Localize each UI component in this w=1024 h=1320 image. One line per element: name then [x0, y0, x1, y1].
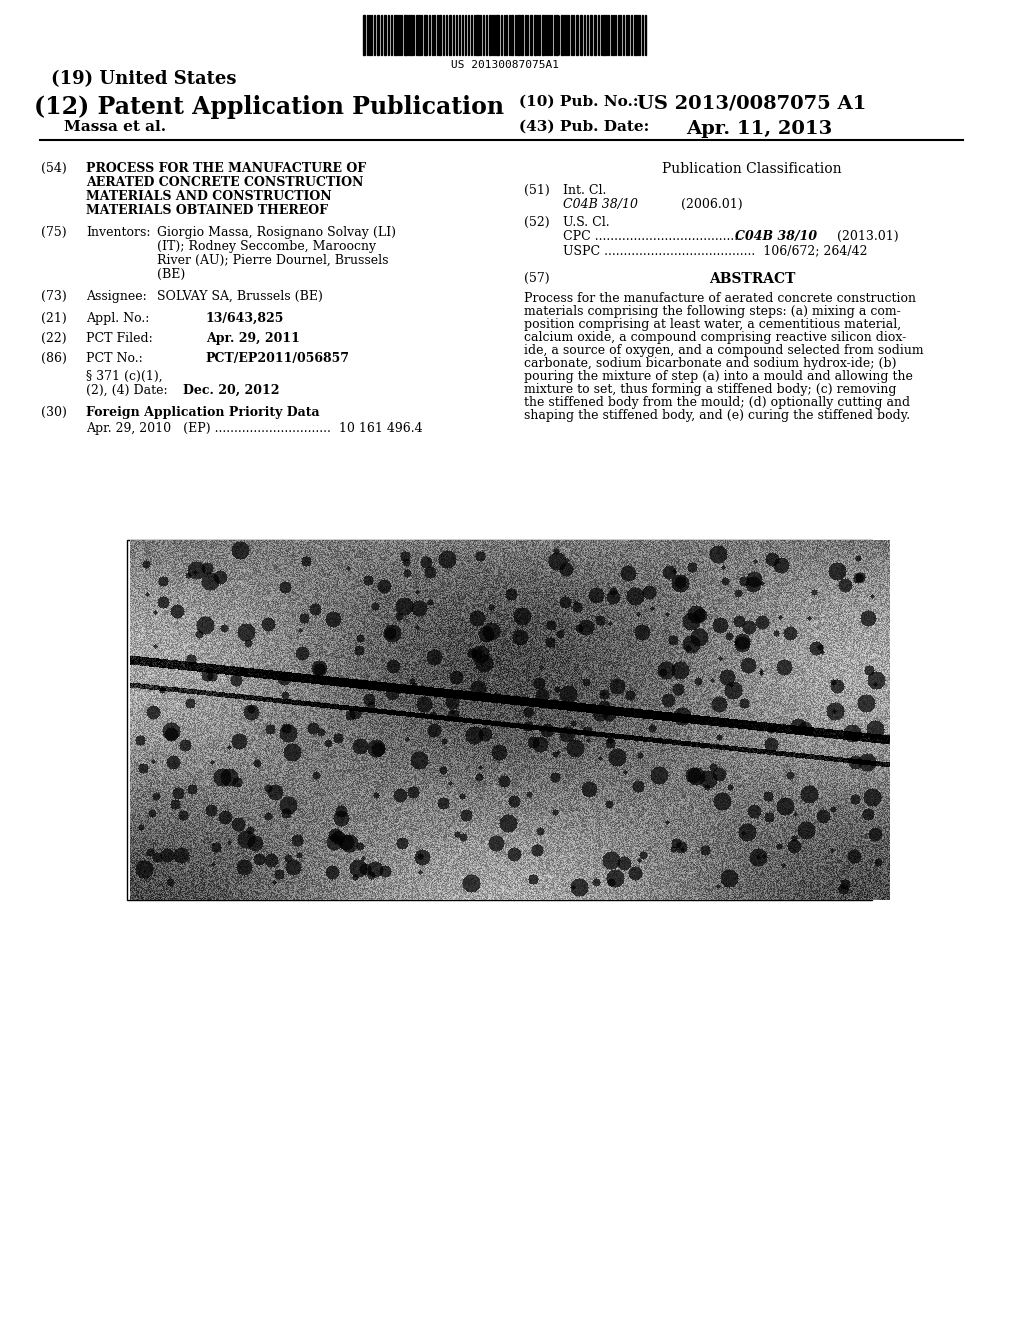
Text: C04B 38/10: C04B 38/10 [735, 230, 817, 243]
Bar [594, 15, 596, 55]
Text: carbonate, sodium bicarbonate and sodium hydrox-ide; (b): carbonate, sodium bicarbonate and sodium… [524, 356, 897, 370]
Text: materials comprising the following steps: (a) mixing a com-: materials comprising the following steps… [524, 305, 901, 318]
Bar [602, 15, 604, 55]
Text: (2006.01): (2006.01) [681, 198, 742, 211]
Bar [496, 15, 499, 55]
Bar [384, 15, 386, 55]
Text: PCT/EP2011/056857: PCT/EP2011/056857 [206, 352, 350, 366]
Text: Process for the manufacture of aerated concrete construction: Process for the manufacture of aerated c… [524, 292, 916, 305]
Bar [634, 15, 636, 55]
Text: Apr. 29, 2010   (EP) ..............................  10 161 496.4: Apr. 29, 2010 (EP) .....................… [86, 422, 423, 436]
Text: (51): (51) [524, 183, 550, 197]
Text: US 20130087075A1: US 20130087075A1 [451, 59, 559, 70]
Text: (57): (57) [524, 272, 550, 285]
Text: (12) Patent Application Publication: (12) Patent Application Publication [34, 95, 504, 119]
Text: Massa et al.: Massa et al. [63, 120, 166, 135]
Text: Inventors:: Inventors: [86, 226, 151, 239]
Text: (10) Pub. No.:: (10) Pub. No.: [519, 95, 639, 110]
Text: US 2013/0087075 A1: US 2013/0087075 A1 [637, 95, 866, 114]
Text: River (AU); Pierre Dournel, Brussels: River (AU); Pierre Dournel, Brussels [157, 253, 388, 267]
Text: SOLVAY SA, Brussels (BE): SOLVAY SA, Brussels (BE) [157, 290, 323, 304]
Text: Assignee:: Assignee: [86, 290, 147, 304]
Bar [590, 15, 592, 55]
Text: Apr. 29, 2011: Apr. 29, 2011 [206, 333, 300, 345]
Bar [511, 15, 513, 55]
Text: Publication Classification: Publication Classification [663, 162, 842, 176]
Text: Int. Cl.: Int. Cl. [563, 183, 607, 197]
Text: (2), (4) Date:: (2), (4) Date: [86, 384, 184, 397]
Text: PROCESS FOR THE MANUFACTURE OF: PROCESS FOR THE MANUFACTURE OF [86, 162, 367, 176]
Bar [476, 15, 479, 55]
Bar [534, 15, 536, 55]
Text: § 371 (c)(1),: § 371 (c)(1), [86, 370, 163, 383]
Bar [127, 540, 872, 900]
Text: (IT); Rodney Seccombe, Maroocny: (IT); Rodney Seccombe, Maroocny [157, 240, 376, 253]
Text: the stiffened body from the mould; (d) optionally cutting and: the stiffened body from the mould; (d) o… [524, 396, 910, 409]
Bar [377, 15, 379, 55]
Bar [577, 15, 579, 55]
Bar [530, 15, 532, 55]
Text: AERATED CONCRETE CONSTRUCTION: AERATED CONCRETE CONSTRUCTION [86, 176, 364, 189]
Text: ABSTRACT: ABSTRACT [709, 272, 796, 286]
Text: position comprising at least water, a cementitious material,: position comprising at least water, a ce… [524, 318, 901, 331]
Text: U.S. Cl.: U.S. Cl. [563, 216, 610, 228]
Text: (43) Pub. Date:: (43) Pub. Date: [519, 120, 649, 135]
Text: (73): (73) [41, 290, 67, 304]
Text: MATERIALS AND CONSTRUCTION: MATERIALS AND CONSTRUCTION [86, 190, 332, 203]
Text: (22): (22) [41, 333, 67, 345]
Text: (2013.01): (2013.01) [833, 230, 898, 243]
Bar [410, 15, 412, 55]
Text: (30): (30) [41, 407, 67, 418]
Bar [580, 15, 582, 55]
Text: Foreign Application Priority Data: Foreign Application Priority Data [86, 407, 319, 418]
Bar [419, 15, 420, 55]
Text: mixture to set, thus forming a stiffened body; (c) removing: mixture to set, thus forming a stiffened… [524, 383, 897, 396]
Bar [488, 15, 490, 55]
Text: calcium oxide, a compound comprising reactive silicon diox-: calcium oxide, a compound comprising rea… [524, 331, 906, 345]
Bar [394, 15, 396, 55]
Bar [605, 15, 607, 55]
Text: (75): (75) [41, 226, 67, 239]
Bar [556, 15, 557, 55]
Bar [424, 15, 427, 55]
Bar [509, 15, 511, 55]
Text: (21): (21) [41, 312, 67, 325]
Text: 13/643,825: 13/643,825 [206, 312, 284, 325]
Bar [403, 15, 407, 55]
Bar [517, 15, 520, 55]
Text: Appl. No.:: Appl. No.: [86, 312, 150, 325]
Text: (86): (86) [41, 352, 67, 366]
Text: (BE): (BE) [157, 268, 185, 281]
Text: CPC ......................................: CPC ....................................… [563, 230, 751, 243]
Bar [462, 15, 464, 55]
Text: pouring the mixture of step (a) into a mould and allowing the: pouring the mixture of step (a) into a m… [524, 370, 913, 383]
Text: (54): (54) [41, 162, 67, 176]
Text: PCT Filed:: PCT Filed: [86, 333, 153, 345]
Bar [449, 15, 451, 55]
Text: MATERIALS OBTAINED THEREOF: MATERIALS OBTAINED THEREOF [86, 205, 329, 216]
Bar [561, 15, 563, 55]
Bar [521, 15, 523, 55]
Text: ide, a source of oxygen, and a compound selected from sodium: ide, a source of oxygen, and a compound … [524, 345, 924, 356]
Text: (19) United States: (19) United States [51, 70, 237, 88]
Text: (52): (52) [524, 216, 550, 228]
Text: Dec. 20, 2012: Dec. 20, 2012 [183, 384, 280, 397]
Text: Giorgio Massa, Rosignano Solvay (LI): Giorgio Massa, Rosignano Solvay (LI) [157, 226, 395, 239]
Text: USPC .......................................  106/672; 264/42: USPC ...................................… [563, 244, 868, 257]
Text: Apr. 11, 2013: Apr. 11, 2013 [686, 120, 833, 139]
Text: PCT No.:: PCT No.: [86, 352, 143, 366]
Bar [542, 15, 544, 55]
Text: C04B 38/10: C04B 38/10 [563, 198, 638, 211]
Text: shaping the stiffened body, and (e) curing the stiffened body.: shaping the stiffened body, and (e) curi… [524, 409, 910, 422]
Bar [439, 15, 441, 55]
